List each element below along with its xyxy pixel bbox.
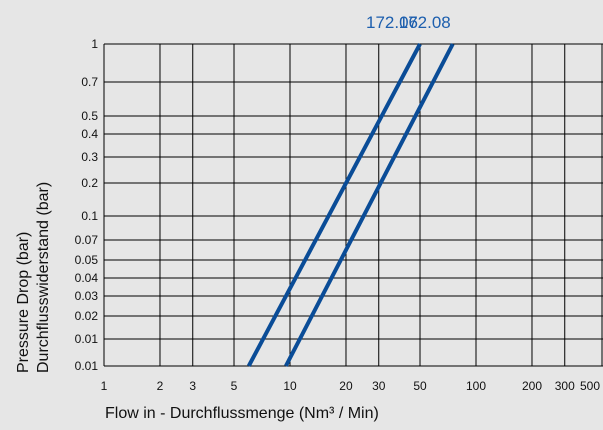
series-line-172-06 bbox=[246, 43, 422, 367]
series-label: 172.08 bbox=[399, 13, 451, 32]
y-tick-label: 0.05 bbox=[75, 253, 99, 267]
y-tick-label: 0.01 bbox=[75, 359, 99, 373]
x-tick-label: 5 bbox=[231, 379, 238, 393]
y-tick-label: 0.7 bbox=[81, 75, 98, 89]
x-tick-label: 20 bbox=[339, 379, 353, 393]
grid bbox=[103, 43, 603, 367]
y-tick-label: 0.5 bbox=[81, 109, 98, 123]
x-tick-label: 50 bbox=[413, 379, 427, 393]
x-tick-label: 30 bbox=[372, 379, 386, 393]
series-line-172-08 bbox=[284, 43, 455, 367]
x-tick-label: 200 bbox=[522, 379, 542, 393]
x-tick-label: 500 bbox=[580, 379, 600, 393]
x-tick-label: 10 bbox=[283, 379, 297, 393]
y-axis-title-line2: Durchflusswiderstand (bar) bbox=[35, 182, 52, 373]
y-tick-labels: 1 0.7 0.5 0.4 0.3 0.2 0.1 0.07 0.05 0.04 0.03 0.02 0… bbox=[75, 37, 99, 373]
y-tick-label: 0.3 bbox=[81, 150, 98, 164]
x-tick-label: 300 bbox=[555, 379, 575, 393]
y-tick-label: 0.03 bbox=[75, 289, 99, 303]
y-tick-label: 0.01 bbox=[75, 332, 99, 346]
y-tick-label: 1 bbox=[91, 37, 98, 51]
x-tick-label: 100 bbox=[466, 379, 486, 393]
series-label: 172.06 bbox=[366, 13, 418, 32]
y-tick-label: 0.07 bbox=[75, 233, 99, 247]
y-tick-label: 0.4 bbox=[81, 127, 98, 141]
plot-area bbox=[104, 44, 603, 366]
series-lines bbox=[246, 43, 455, 367]
x-tick-label: 1 bbox=[101, 379, 108, 393]
x-axis-title: Flow in - Durchflussmenge (Nm³ / Min) bbox=[105, 405, 379, 422]
y-axis-title-line1: Pressure Drop (bar) bbox=[15, 232, 32, 373]
x-tick-label: 3 bbox=[189, 379, 196, 393]
y-tick-label: 0.02 bbox=[75, 309, 99, 323]
y-tick-label: 0.2 bbox=[81, 176, 98, 190]
y-tick-label: 0.04 bbox=[75, 271, 99, 285]
y-tick-label: 0.1 bbox=[81, 209, 98, 223]
x-tick-labels: 1 2 3 5 10 20 30 50 100 200 300 500 bbox=[101, 379, 601, 393]
x-tick-label: 2 bbox=[157, 379, 164, 393]
